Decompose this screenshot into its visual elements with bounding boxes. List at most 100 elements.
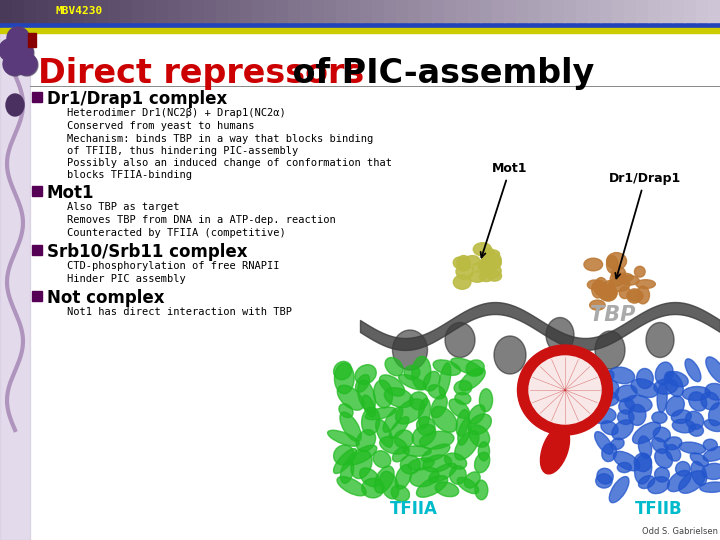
Ellipse shape [337, 385, 364, 410]
Bar [12, 0, 25, 22]
Text: Also TBP as target: Also TBP as target [67, 202, 179, 212]
Bar [60, 0, 73, 22]
Circle shape [12, 42, 34, 64]
Bar [180, 0, 193, 22]
Text: Direct repressors: Direct repressors [38, 57, 364, 90]
Ellipse shape [618, 399, 634, 414]
Ellipse shape [597, 468, 613, 484]
Ellipse shape [618, 410, 634, 424]
Circle shape [4, 54, 26, 76]
Bar [336, 0, 349, 22]
Ellipse shape [337, 477, 366, 496]
Ellipse shape [607, 253, 626, 269]
Ellipse shape [625, 395, 652, 412]
Ellipse shape [702, 463, 720, 480]
Ellipse shape [592, 281, 604, 298]
Ellipse shape [416, 476, 448, 497]
Ellipse shape [418, 399, 431, 429]
Bar [396, 0, 409, 22]
Ellipse shape [390, 417, 409, 438]
Bar [684, 0, 697, 22]
Ellipse shape [480, 257, 495, 271]
Ellipse shape [616, 273, 633, 281]
Bar [600, 0, 613, 22]
Ellipse shape [483, 256, 501, 269]
Bar [504, 0, 517, 22]
Circle shape [11, 41, 33, 63]
Ellipse shape [445, 322, 475, 357]
Ellipse shape [358, 380, 375, 411]
Ellipse shape [634, 453, 652, 471]
Bar [56, 309, 62, 315]
Ellipse shape [351, 450, 372, 478]
Bar [708, 0, 720, 22]
Ellipse shape [600, 285, 617, 301]
Ellipse shape [391, 485, 410, 502]
Ellipse shape [469, 425, 490, 447]
Bar [276, 0, 289, 22]
Circle shape [0, 40, 22, 62]
Bar [56, 263, 62, 269]
Ellipse shape [646, 322, 674, 357]
Bar [636, 0, 649, 22]
Bar [24, 0, 37, 22]
Ellipse shape [672, 419, 696, 433]
Bar [252, 0, 265, 22]
Bar [144, 0, 157, 22]
Bar [528, 0, 541, 22]
Bar [324, 0, 337, 22]
Bar [56, 136, 62, 142]
Ellipse shape [392, 447, 409, 462]
Ellipse shape [541, 426, 570, 474]
Ellipse shape [333, 361, 351, 380]
Ellipse shape [356, 375, 369, 392]
Ellipse shape [412, 424, 436, 447]
Ellipse shape [703, 446, 720, 461]
Ellipse shape [333, 449, 356, 474]
Ellipse shape [666, 372, 688, 387]
Text: Dr1/Drap1 complex: Dr1/Drap1 complex [47, 90, 228, 108]
Ellipse shape [705, 383, 720, 400]
Ellipse shape [652, 412, 667, 423]
Ellipse shape [628, 291, 643, 301]
Ellipse shape [482, 248, 494, 256]
Ellipse shape [478, 442, 490, 461]
Ellipse shape [478, 262, 494, 272]
Bar [612, 0, 625, 22]
Bar [432, 0, 445, 22]
Ellipse shape [595, 474, 612, 488]
Ellipse shape [454, 275, 471, 289]
Ellipse shape [475, 480, 488, 500]
Ellipse shape [454, 257, 465, 268]
Ellipse shape [665, 372, 683, 397]
Ellipse shape [482, 252, 501, 267]
Ellipse shape [380, 471, 399, 499]
Bar [28, 33, 36, 47]
Ellipse shape [429, 463, 456, 482]
Ellipse shape [484, 264, 501, 278]
Bar [420, 0, 433, 22]
Ellipse shape [423, 372, 440, 391]
Bar [56, 230, 62, 236]
Ellipse shape [458, 418, 471, 445]
Bar [492, 0, 505, 22]
Bar [204, 0, 217, 22]
Ellipse shape [613, 451, 640, 471]
Bar [384, 0, 397, 22]
Ellipse shape [474, 452, 490, 472]
Ellipse shape [339, 404, 353, 417]
Ellipse shape [675, 462, 690, 476]
Ellipse shape [679, 471, 705, 494]
Ellipse shape [379, 375, 405, 396]
Bar [696, 0, 709, 22]
Ellipse shape [466, 360, 485, 376]
Ellipse shape [455, 393, 471, 404]
Ellipse shape [333, 445, 354, 465]
Ellipse shape [469, 272, 486, 282]
Circle shape [16, 54, 38, 76]
Ellipse shape [422, 444, 450, 462]
Ellipse shape [340, 412, 361, 442]
Bar [56, 217, 62, 223]
Bar [624, 0, 637, 22]
Bar [456, 0, 469, 22]
